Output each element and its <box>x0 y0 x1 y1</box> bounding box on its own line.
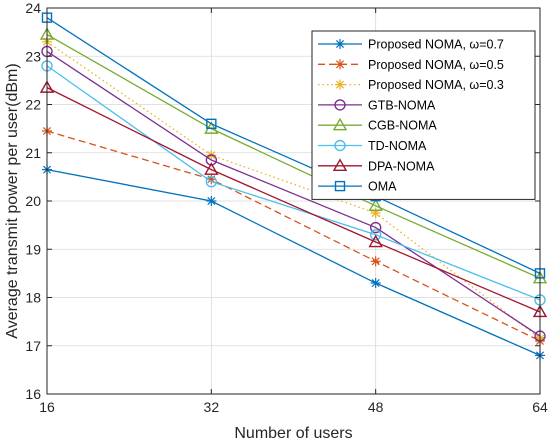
legend-label: TD-NOMA <box>368 139 427 153</box>
legend-marker <box>334 180 346 192</box>
series-line <box>46 50 541 337</box>
data-point <box>370 278 381 289</box>
series-line <box>46 87 541 313</box>
legend-item: DPA-NOMA <box>318 158 435 173</box>
y-tick-label: 23 <box>25 48 41 64</box>
data-point <box>369 221 382 234</box>
legend-label: GTB-NOMA <box>368 98 436 112</box>
legend-item: OMA <box>318 180 397 194</box>
legend-label: Proposed NOMA, ω=0.5 <box>368 58 504 72</box>
data-point <box>369 229 382 241</box>
legend-label: DPA-NOMA <box>368 159 435 173</box>
data-point <box>370 256 381 267</box>
data-point <box>206 118 217 130</box>
legend-item: TD-NOMA <box>318 139 427 153</box>
series-line <box>46 41 541 340</box>
x-tick-label: 32 <box>204 399 220 415</box>
series-line <box>46 168 541 356</box>
tick-marks <box>46 7 541 395</box>
x-axis-label: Number of users <box>234 425 352 442</box>
legend-label: OMA <box>368 180 397 194</box>
legend-item: Proposed NOMA, ω=0.3 <box>318 78 504 92</box>
series-line <box>46 33 541 279</box>
y-tick-label: 24 <box>25 0 41 16</box>
legend-label: CGB-NOMA <box>368 119 437 133</box>
legend-marker <box>334 99 346 111</box>
y-tick-label: 20 <box>25 193 41 209</box>
data-point <box>368 234 383 248</box>
legend-label: Proposed NOMA, ω=0.3 <box>368 78 504 92</box>
y-tick-label: 19 <box>25 241 41 257</box>
legend-label: Proposed NOMA, ω=0.7 <box>368 38 504 52</box>
y-tick-label: 17 <box>25 338 41 354</box>
data-point <box>204 162 219 175</box>
legend-item: Proposed NOMA, ω=0.5 <box>318 58 504 72</box>
x-tick-label: 16 <box>39 399 55 415</box>
series-layer <box>39 12 548 361</box>
legend-item: CGB-NOMA <box>318 117 437 133</box>
tick-labels: 16 32 48 64 16 17 18 19 20 21 22 23 24 <box>25 0 548 415</box>
legend-marker <box>335 39 345 49</box>
legend-item: Proposed NOMA, ω=0.7 <box>318 38 504 52</box>
series-line <box>46 17 541 274</box>
data-point <box>206 196 217 206</box>
legend-marker <box>335 59 345 70</box>
y-tick-label: 21 <box>25 145 41 161</box>
legend-marker <box>335 79 345 90</box>
y-tick-label: 22 <box>25 97 41 113</box>
series-line <box>46 65 541 301</box>
data-point <box>205 175 218 188</box>
series-6 <box>41 60 546 306</box>
y-tick-label: 16 <box>25 386 41 402</box>
data-point <box>370 208 381 219</box>
x-tick-label: 64 <box>532 399 548 415</box>
series-line <box>46 130 541 342</box>
legend: Proposed NOMA, ω=0.7 Proposed NOMA, ω=0.5… <box>311 30 536 200</box>
legend-marker <box>332 158 348 172</box>
legend-marker <box>334 139 346 152</box>
y-tick-label: 18 <box>25 290 41 306</box>
x-tick-label: 48 <box>368 399 384 415</box>
legend-item: GTB-NOMA <box>318 98 436 112</box>
y-axis-label: Average transmit power per user(dBm) <box>4 63 21 338</box>
legend-box <box>311 30 536 200</box>
legend-marker <box>332 117 348 131</box>
data-point <box>368 198 383 212</box>
